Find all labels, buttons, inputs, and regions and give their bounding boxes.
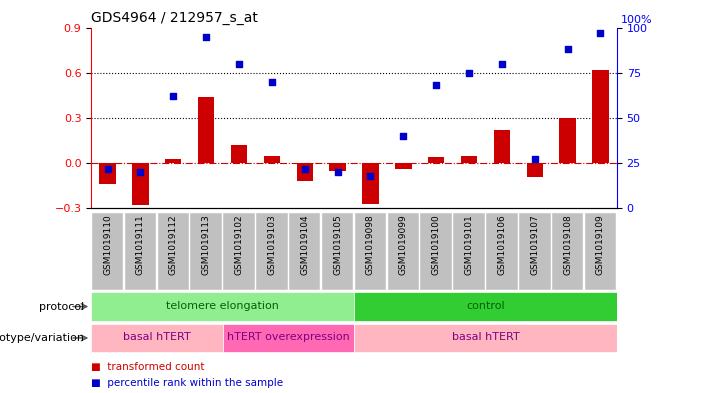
Point <box>233 61 245 67</box>
Text: telomere elongation: telomere elongation <box>166 301 279 311</box>
FancyBboxPatch shape <box>486 213 517 290</box>
Bar <box>559 118 576 163</box>
FancyBboxPatch shape <box>585 213 616 290</box>
Text: hTERT overexpression: hTERT overexpression <box>227 332 350 342</box>
Text: basal hTERT: basal hTERT <box>123 332 191 342</box>
Bar <box>329 163 346 171</box>
Bar <box>132 163 149 205</box>
Text: GSM1019112: GSM1019112 <box>169 215 178 275</box>
Text: protocol: protocol <box>39 301 84 312</box>
Bar <box>198 97 215 163</box>
Point <box>529 156 540 163</box>
Text: GSM1019113: GSM1019113 <box>202 215 210 275</box>
Bar <box>297 163 313 181</box>
Point <box>332 169 343 175</box>
FancyBboxPatch shape <box>158 213 189 290</box>
Text: control: control <box>466 301 505 311</box>
FancyBboxPatch shape <box>552 213 583 290</box>
Text: GSM1019103: GSM1019103 <box>267 215 276 275</box>
FancyBboxPatch shape <box>91 292 354 321</box>
Point <box>102 165 113 172</box>
Point <box>430 82 442 88</box>
FancyBboxPatch shape <box>256 213 287 290</box>
Point <box>299 165 311 172</box>
FancyBboxPatch shape <box>354 324 617 352</box>
Text: genotype/variation: genotype/variation <box>0 333 84 343</box>
FancyBboxPatch shape <box>519 213 550 290</box>
Point <box>595 30 606 36</box>
FancyBboxPatch shape <box>289 213 320 290</box>
FancyBboxPatch shape <box>223 213 254 290</box>
Text: GSM1019106: GSM1019106 <box>498 215 506 275</box>
Bar <box>494 130 510 163</box>
Bar <box>428 157 444 163</box>
Text: GSM1019100: GSM1019100 <box>432 215 441 275</box>
FancyBboxPatch shape <box>388 213 419 290</box>
Bar <box>100 163 116 184</box>
Text: GSM1019105: GSM1019105 <box>333 215 342 275</box>
Text: GSM1019099: GSM1019099 <box>399 215 408 275</box>
Bar <box>264 156 280 163</box>
FancyBboxPatch shape <box>354 292 617 321</box>
FancyBboxPatch shape <box>454 213 485 290</box>
Text: GSM1019108: GSM1019108 <box>563 215 572 275</box>
Point <box>168 93 179 99</box>
FancyBboxPatch shape <box>223 324 354 352</box>
Point <box>562 46 573 52</box>
Text: GSM1019102: GSM1019102 <box>235 215 243 275</box>
Point <box>365 173 376 179</box>
Bar <box>526 163 543 177</box>
Text: GSM1019110: GSM1019110 <box>103 215 112 275</box>
FancyBboxPatch shape <box>355 213 386 290</box>
Text: GDS4964 / 212957_s_at: GDS4964 / 212957_s_at <box>91 11 258 25</box>
FancyBboxPatch shape <box>191 213 222 290</box>
Bar <box>395 163 411 169</box>
Point <box>200 33 212 40</box>
Text: GSM1019109: GSM1019109 <box>596 215 605 275</box>
Text: GSM1019107: GSM1019107 <box>530 215 539 275</box>
FancyBboxPatch shape <box>91 324 223 352</box>
Point <box>266 79 278 85</box>
Text: GSM1019098: GSM1019098 <box>366 215 375 275</box>
FancyBboxPatch shape <box>92 213 123 290</box>
Text: GSM1019104: GSM1019104 <box>300 215 309 275</box>
Bar <box>165 158 182 163</box>
FancyBboxPatch shape <box>322 213 353 290</box>
Text: GSM1019111: GSM1019111 <box>136 215 145 275</box>
Text: basal hTERT: basal hTERT <box>451 332 519 342</box>
Text: 100%: 100% <box>621 15 653 25</box>
Bar <box>362 163 379 204</box>
Text: ■  transformed count: ■ transformed count <box>91 362 205 373</box>
Bar <box>461 156 477 163</box>
Point <box>496 61 508 67</box>
Bar <box>231 145 247 163</box>
FancyBboxPatch shape <box>421 213 452 290</box>
Point <box>135 169 146 175</box>
Point <box>463 70 475 76</box>
FancyBboxPatch shape <box>125 213 156 290</box>
Point <box>397 133 409 139</box>
Bar <box>592 70 608 163</box>
Text: ■  percentile rank within the sample: ■ percentile rank within the sample <box>91 378 283 388</box>
Text: GSM1019101: GSM1019101 <box>465 215 473 275</box>
